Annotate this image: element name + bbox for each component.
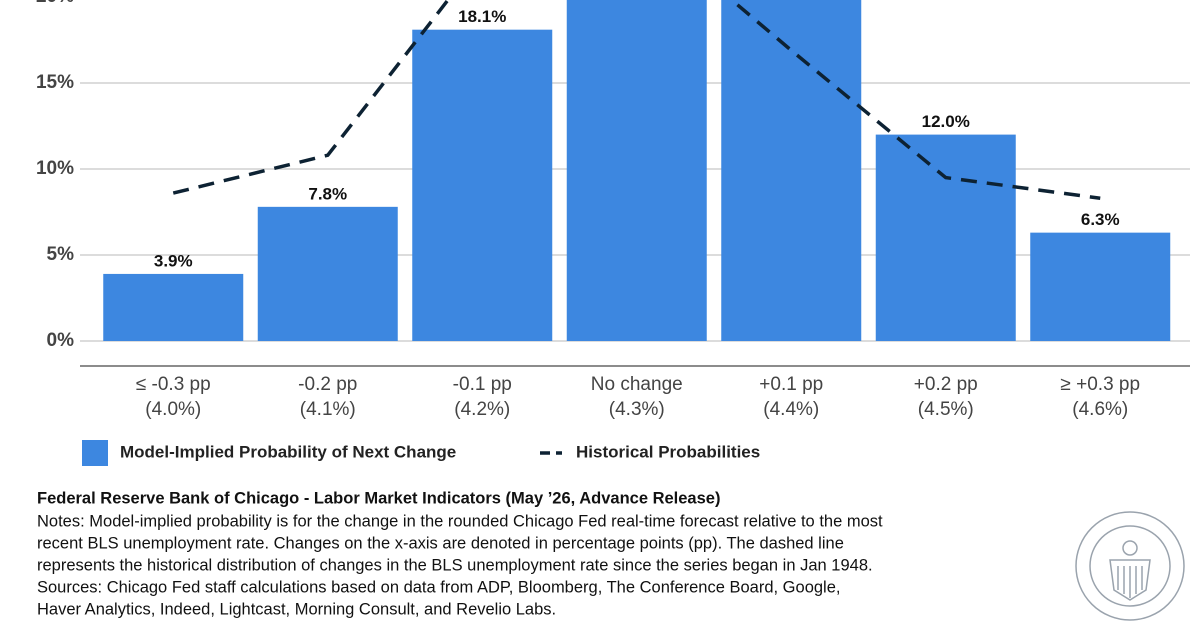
value-label: 7.8% bbox=[308, 184, 347, 203]
y-tick-label: 10% bbox=[36, 158, 74, 179]
footer-note: recent BLS unemployment rate. Changes on… bbox=[37, 534, 844, 552]
footer-note: Sources: Chicago Fed staff calculations … bbox=[37, 578, 840, 596]
bar bbox=[566, 0, 707, 341]
footer-title: Federal Reserve Bank of Chicago - Labor … bbox=[37, 489, 720, 507]
legend-swatch bbox=[82, 440, 108, 466]
x-tick-label: (4.1%) bbox=[300, 399, 356, 420]
x-tick-label: +0.2 pp bbox=[914, 374, 978, 395]
x-tick-label: ≤ -0.3 pp bbox=[136, 374, 211, 395]
bar bbox=[1030, 232, 1171, 341]
value-label: 6.3% bbox=[1081, 210, 1120, 229]
bar bbox=[412, 29, 553, 342]
y-tick-label: 5% bbox=[47, 244, 75, 265]
x-tick-label: No change bbox=[591, 374, 683, 395]
footer-note: Notes: Model-implied probability is for … bbox=[37, 512, 883, 530]
x-tick-label: (4.6%) bbox=[1072, 399, 1128, 420]
value-label: 12.0% bbox=[922, 112, 970, 131]
value-label: 3.9% bbox=[154, 251, 193, 270]
y-tick-label: 0% bbox=[47, 330, 75, 351]
bar bbox=[103, 273, 244, 341]
line bbox=[172, 0, 1101, 200]
x-tick-label: (4.5%) bbox=[918, 399, 974, 420]
footer-note: Haver Analytics, Indeed, Lightcast, Morn… bbox=[37, 600, 556, 618]
y-tick-label: 20% bbox=[36, 0, 74, 7]
legend-label: Model-Implied Probability of Next Change bbox=[120, 442, 456, 461]
x-tick-label: -0.2 pp bbox=[298, 374, 357, 395]
value-label: 18.1% bbox=[458, 7, 506, 26]
bar bbox=[721, 0, 862, 342]
footer-note: represents the historical distribution o… bbox=[37, 556, 873, 574]
x-tick-label: ≥ +0.3 pp bbox=[1060, 374, 1140, 395]
x-tick-label: -0.1 pp bbox=[453, 374, 512, 395]
legend-label: Historical Probabilities bbox=[576, 442, 760, 461]
bar bbox=[257, 206, 398, 341]
x-tick-label: (4.4%) bbox=[763, 399, 819, 420]
x-tick-label: (4.0%) bbox=[145, 399, 201, 420]
x-tick-label: (4.2%) bbox=[454, 399, 510, 420]
bar bbox=[875, 134, 1016, 341]
seal bbox=[1075, 511, 1185, 621]
y-tick-label: 15% bbox=[36, 72, 74, 93]
x-tick-label: (4.3%) bbox=[609, 399, 665, 420]
x-tick-label: +0.1 pp bbox=[759, 374, 823, 395]
